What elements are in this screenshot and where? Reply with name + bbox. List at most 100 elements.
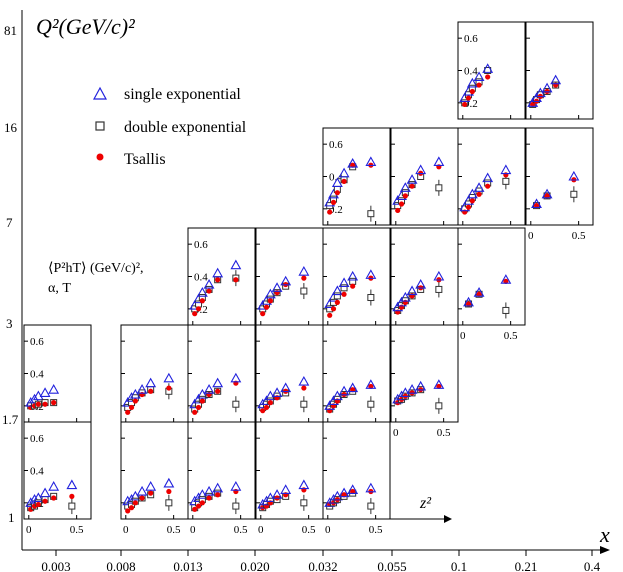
- point-tsallis-q1-x0-2: [35, 401, 41, 407]
- point-tsallis-q0-x2-0: [192, 506, 198, 512]
- panel-ytick-label-q4-x6-2: 0.6: [464, 33, 478, 45]
- point-tsallis-q2-x2-5: [233, 277, 239, 283]
- point-double-q2-x4-5: [367, 294, 375, 302]
- point-single-q0-x3-4: [280, 484, 292, 494]
- point-tsallis-q2-x2-4: [215, 277, 221, 283]
- point-single-q1-x4-5: [365, 379, 377, 389]
- point-single-q1-x4-4: [347, 382, 359, 393]
- x-label-0.013: 0.013: [173, 559, 202, 572]
- point-tsallis-q0-x0-3: [42, 498, 48, 504]
- point-tsallis-q0-x2-2: [199, 500, 205, 506]
- point-tsallis-q2-x2-2: [199, 298, 205, 304]
- point-single-q0-x0-4: [48, 481, 60, 491]
- legend-tsallis-label: Tsallis: [124, 151, 166, 168]
- point-single-q4-x7-4: [550, 74, 562, 85]
- point-single-q1-x4-2: [331, 390, 343, 401]
- point-double-q1-x3-5: [300, 400, 308, 408]
- legend: single exponential double exponential Ts…: [92, 86, 247, 168]
- legend-double-marker: [95, 121, 105, 131]
- panel-ytick-label-q2-x2-2: 0.6: [194, 239, 208, 251]
- x-bin-ticks: [55, 550, 593, 556]
- point-single-q3-x4-4: [347, 157, 359, 168]
- panel-q2-x6: 0 0.5: [457, 227, 526, 342]
- panel-ytick-label-q1-x0-2: 0.6: [30, 336, 44, 348]
- point-single-q3-x7-3: [541, 188, 553, 199]
- panel-xtick-label-q3-x7-1: 0.5: [572, 230, 586, 242]
- point-single-q0-x0-1: [29, 493, 40, 504]
- point-tsallis-q0-x4-3: [341, 492, 347, 498]
- point-tsallis-q2-x4-2: [334, 299, 340, 305]
- point-tsallis-q0-x1-5: [166, 488, 172, 495]
- point-double-q3-x7-5: [570, 190, 578, 198]
- point-tsallis-q2-x4-0: [327, 312, 333, 318]
- point-tsallis-q4-x7-0: [530, 101, 536, 108]
- point-double-q2-x4-2: [333, 292, 341, 300]
- point-single-q2-x5-5: [433, 270, 445, 281]
- point-single-q2-x5-4: [415, 278, 427, 289]
- point-single-q3-x6-3: [473, 182, 485, 192]
- point-tsallis-q3-x4-3: [341, 178, 347, 184]
- point-tsallis-q4-x6-0: [462, 101, 468, 108]
- point-tsallis-q3-x7-1: [533, 203, 540, 209]
- legend-double-label: double exponential: [124, 119, 247, 136]
- panel-q4-x7: [525, 21, 594, 120]
- point-tsallis-q2-x2-0: [192, 311, 198, 317]
- point-tsallis-q2-x4-3: [341, 291, 347, 297]
- panel-q0-x3: 0 0.5: [255, 421, 324, 536]
- point-single-q3-x5-4: [415, 164, 427, 175]
- point-double-q0-x4-5: [367, 502, 375, 510]
- point-tsallis-q1-x2-2: [199, 398, 205, 404]
- panel-ytick-label-q2-x2-1: 0.4: [194, 272, 208, 284]
- point-double-q0-x2-5: [232, 502, 240, 510]
- x-label-0.008: 0.008: [106, 559, 135, 572]
- point-single-q1-x2-3: [203, 384, 215, 394]
- point-double-q1-x5-5: [435, 402, 443, 410]
- point-single-q0-x1-2: [129, 490, 141, 501]
- panel-xtick-label-q0-x1-1: 0.5: [167, 524, 181, 536]
- point-tsallis-q2-x4-1: [330, 306, 337, 312]
- point-single-q1-x1-5: [163, 372, 175, 383]
- point-tsallis-q2-x2-3: [206, 288, 212, 294]
- point-single-q2-x3-4: [280, 275, 292, 286]
- point-tsallis-q3-x5-1: [398, 201, 405, 207]
- point-single-q1-x0-1: [29, 393, 40, 404]
- panel-frame-q2-x6: [457, 227, 526, 326]
- panel-q0-x2: 0 0.5: [187, 421, 256, 536]
- panel-xtick-label-q0-x1-0: 0: [123, 524, 129, 536]
- point-single-q1-x5-5: [433, 379, 445, 389]
- point-tsallis-q1-x0-3: [42, 401, 48, 407]
- point-single-q2-x5-2: [399, 291, 411, 302]
- point-tsallis-q4-x6-1: [465, 95, 472, 101]
- point-double-q2-x4-3: [340, 284, 348, 292]
- q2-label-16: 16: [4, 120, 18, 135]
- panel-q2-x4: [322, 227, 391, 326]
- point-single-q1-x3-5: [298, 375, 310, 386]
- point-tsallis-q0-x4-4: [350, 488, 356, 495]
- point-double-q2-x4-4: [349, 277, 357, 285]
- point-single-q2-x4-2: [331, 285, 343, 296]
- panel-xtick-label-q1-x5-0: 0: [393, 427, 399, 439]
- point-double-q3-x5-5: [435, 184, 443, 192]
- point-single-q3-x4-5: [365, 156, 377, 166]
- x-label-0.21: 0.21: [515, 559, 538, 572]
- point-tsallis-q2-x6-1: [465, 301, 472, 307]
- point-single-q1-x2-2: [196, 388, 208, 399]
- point-tsallis-q0-x1-2: [132, 500, 138, 506]
- point-double-q2-x3-5: [300, 287, 308, 295]
- panel-ytick-label-q0-x0-2: 0.6: [30, 433, 44, 445]
- point-tsallis-q0-x2-3: [206, 495, 212, 501]
- point-single-q1-x3-3: [271, 387, 283, 397]
- panel-q3-x4: 0.20.40.6: [322, 127, 391, 226]
- panel-xtick-label-q0-x4-1: 0.5: [369, 524, 383, 536]
- point-tsallis-q0-x1-4: [148, 490, 154, 496]
- inner-x-arrow-head: [444, 515, 452, 523]
- point-single-q4-x6-3: [473, 71, 485, 82]
- point-tsallis-q2-x4-4: [350, 283, 356, 289]
- panel-q2-x2: 0.20.40.6: [187, 227, 256, 326]
- point-tsallis-q3-x5-2: [402, 193, 408, 199]
- point-single-q2-x4-5: [365, 269, 377, 279]
- panel-xtick-label-q2-x6-0: 0: [460, 330, 466, 342]
- panel-xtick-label-q0-x0-0: 0: [26, 524, 32, 536]
- point-single-q1-x2-5: [230, 372, 242, 383]
- point-single-q0-x3-3: [271, 489, 283, 499]
